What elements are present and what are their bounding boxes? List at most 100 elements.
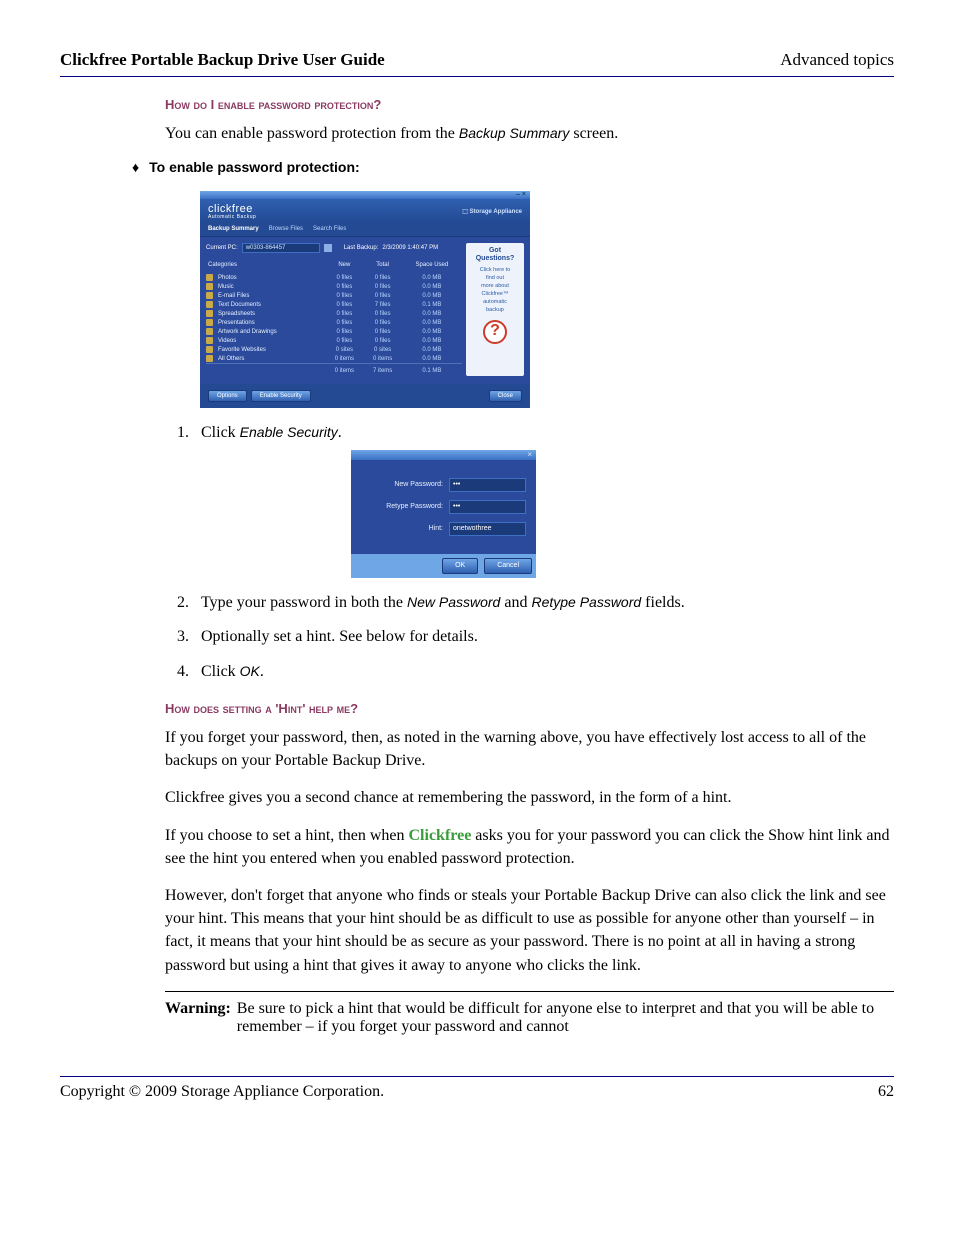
category-cell: Photos [206, 273, 325, 282]
cancel-button[interactable]: Cancel [484, 558, 532, 574]
current-pc-label: Current PC: [206, 245, 238, 251]
sidebar-link[interactable]: automatic [470, 299, 520, 306]
total-cell: 0 files [364, 336, 402, 345]
new-cell: 0 items [325, 354, 363, 364]
categories-table: Categories New Total Space Used Photos0 … [206, 259, 462, 376]
space-cell: 0.0 MB [402, 327, 462, 336]
space-cell: 0.0 MB [402, 336, 462, 345]
appliance-icon: ⬚ [462, 209, 468, 215]
space-cell: 0.0 MB [402, 309, 462, 318]
table-row: Presentations0 files0 files0.0 MB [206, 318, 462, 327]
totals-total: 7 items [364, 364, 402, 376]
totals-space: 0.1 MB [402, 364, 462, 376]
term-new-password: New Password [407, 594, 500, 610]
table-row: Spreadsheets0 files0 files0.0 MB [206, 309, 462, 318]
total-cell: 0 files [364, 282, 402, 291]
heading-hint-help: How does setting a 'Hint' help me? [165, 701, 894, 716]
sidebar-link[interactable]: find out [470, 275, 520, 282]
sidebar-link[interactable]: backup [470, 307, 520, 314]
total-cell: 0 files [364, 309, 402, 318]
close-button[interactable]: Close [489, 390, 522, 402]
table-row: Text Documents0 files7 files0.1 MB [206, 300, 462, 309]
col-new: New [325, 259, 363, 273]
hint-input[interactable]: onetwothree [449, 522, 526, 536]
term-ok: OK [240, 663, 260, 679]
new-cell: 0 files [325, 309, 363, 318]
steps-list: Click Enable Security. × New Password: •… [165, 422, 894, 683]
space-cell: 0.0 MB [402, 273, 462, 282]
category-cell: Text Documents [206, 300, 325, 309]
table-row: Favorite Websites0 sites0 sites0.0 MB [206, 345, 462, 354]
header-section: Advanced topics [780, 50, 894, 70]
tab-search-files[interactable]: Search Files [313, 226, 346, 232]
table-row: E-mail Files0 files0 files0.0 MB [206, 291, 462, 300]
col-total: Total [364, 259, 402, 273]
term-backup-summary: Backup Summary [459, 125, 569, 141]
question-mark-icon[interactable]: ? [483, 320, 507, 344]
ok-button[interactable]: OK [442, 558, 478, 574]
last-backup-value: 2/3/2009 1:40:47 PM [382, 245, 438, 251]
hint-p2: Clickfree gives you a second chance at r… [165, 786, 894, 809]
brand-bar: clickfree Automatic Backup ⬚ Storage App… [200, 199, 530, 223]
help-sidebar: Got Questions? Click here to find out mo… [466, 243, 524, 376]
procedure-bullet: ♦ To enable password protection: [132, 159, 894, 177]
category-cell: Artwork and Drawings [206, 327, 325, 336]
sidebar-link[interactable]: Click here to [470, 267, 520, 274]
step-text: . [338, 424, 342, 441]
sidebar-link[interactable]: Clickfree™ [470, 291, 520, 298]
clickfree-logo: clickfree Automatic Backup [208, 203, 256, 219]
page-number: 62 [878, 1083, 894, 1101]
step-1: Click Enable Security. × New Password: •… [193, 422, 894, 578]
category-cell: Favorite Websites [206, 345, 325, 354]
hint-label: Hint: [361, 524, 449, 534]
window-controls[interactable]: – × [200, 191, 530, 199]
brand-clickfree: Clickfree [409, 827, 472, 844]
hint-p4: However, don't forget that anyone who fi… [165, 884, 894, 977]
hint-p3: If you choose to set a hint, then when C… [165, 824, 894, 870]
got-questions-heading: Got Questions? [470, 247, 520, 262]
new-password-label: New Password: [361, 480, 449, 490]
step-text: . [260, 663, 264, 680]
term-retype-password: Retype Password [531, 594, 641, 610]
current-pc-value: w0303-864457 [242, 243, 320, 253]
step-2: Type your password in both the New Passw… [193, 592, 894, 614]
procedure-title: To enable password protection: [149, 159, 360, 175]
category-cell: Videos [206, 336, 325, 345]
total-cell: 0 items [364, 354, 402, 364]
new-cell: 0 files [325, 327, 363, 336]
category-cell: All Others [206, 354, 325, 364]
col-categories: Categories [206, 259, 325, 273]
table-row: Videos0 files0 files0.0 MB [206, 336, 462, 345]
category-cell: E-mail Files [206, 291, 325, 300]
new-cell: 0 files [325, 273, 363, 282]
retype-password-input[interactable]: ••• [449, 500, 526, 514]
last-backup-label: Last Backup: [344, 245, 379, 251]
table-row: Music0 files0 files0.0 MB [206, 282, 462, 291]
enable-security-button[interactable]: Enable Security [251, 390, 311, 402]
total-cell: 7 files [364, 300, 402, 309]
tab-backup-summary[interactable]: Backup Summary [208, 226, 259, 232]
new-cell: 0 files [325, 318, 363, 327]
total-cell: 0 files [364, 318, 402, 327]
appliance-text: Storage Appliance [470, 209, 522, 215]
new-password-input[interactable]: ••• [449, 478, 526, 492]
screenshot-footer: Options Enable Security Close [200, 384, 530, 408]
hint-p3-pre: If you choose to set a hint, then when [165, 827, 409, 844]
header-title: Clickfree Portable Backup Drive User Gui… [60, 50, 385, 70]
intro-post: screen. [569, 125, 618, 142]
step-text: Click [201, 424, 240, 441]
pc-dropdown-icon[interactable] [324, 244, 332, 252]
totals-row: 0 items 7 items 0.1 MB [206, 364, 462, 376]
dialog-close-icon[interactable]: × [351, 450, 536, 460]
step-text: and [500, 594, 531, 611]
category-cell: Presentations [206, 318, 325, 327]
hint-p1: If you forget your password, then, as no… [165, 726, 894, 772]
tab-browse-files[interactable]: Browse Files [269, 226, 303, 232]
new-cell: 0 files [325, 291, 363, 300]
step-text: Type your password in both the [201, 594, 407, 611]
tab-bar: Backup Summary Browse Files Search Files [200, 223, 530, 237]
options-button[interactable]: Options [208, 390, 247, 402]
category-cell: Music [206, 282, 325, 291]
table-row: All Others0 items0 items0.0 MB [206, 354, 462, 364]
sidebar-link[interactable]: more about [470, 283, 520, 290]
